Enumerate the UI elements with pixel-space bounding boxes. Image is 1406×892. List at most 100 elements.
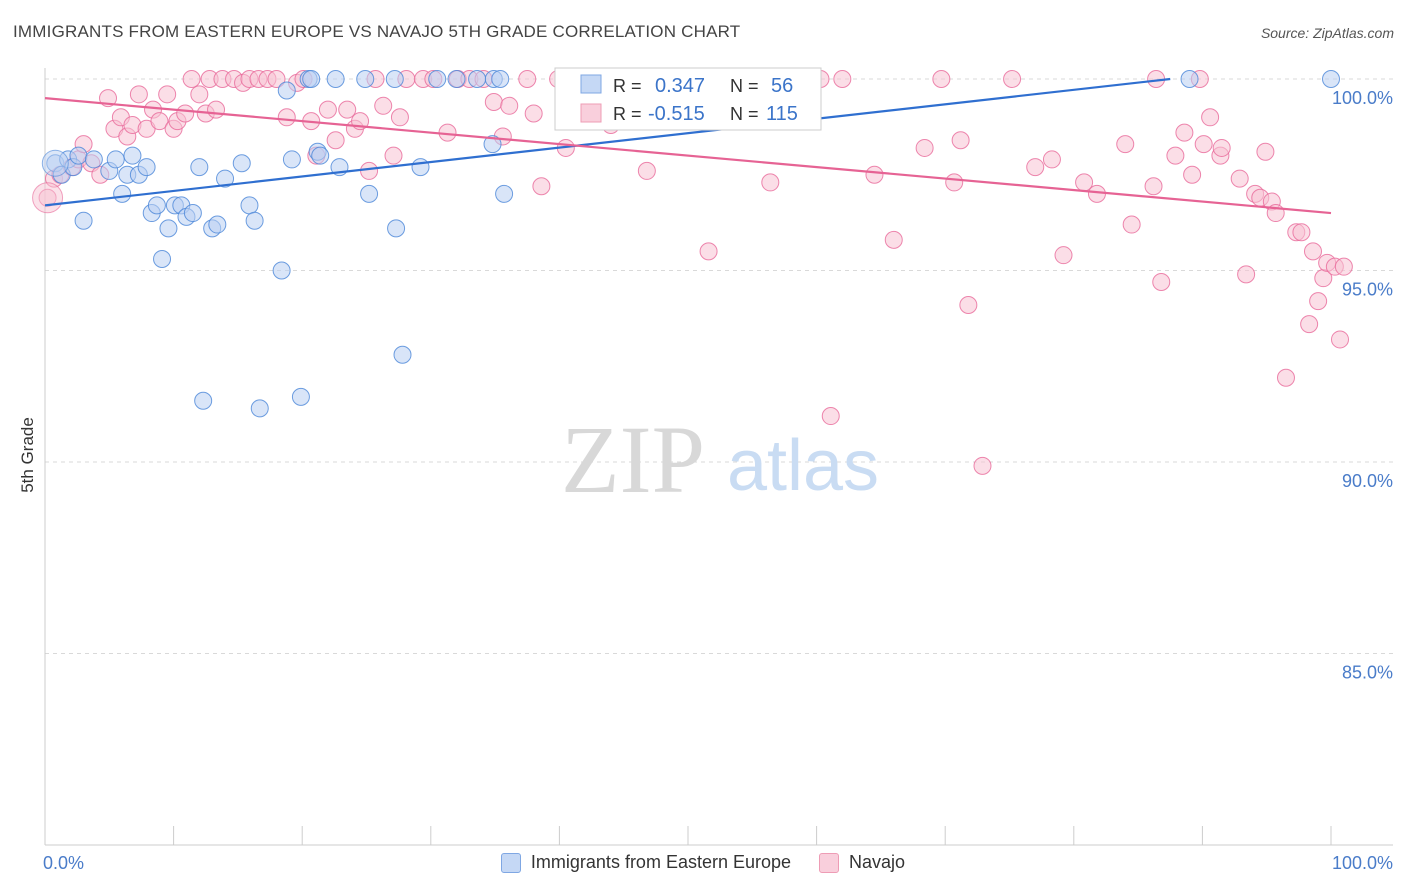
eastern-europe-point <box>1180 70 1199 88</box>
stats-n-value-2: 115 <box>766 103 798 125</box>
navajo-point <box>884 230 903 249</box>
navajo-point <box>524 104 543 123</box>
eastern-europe-point <box>240 196 259 215</box>
eastern-europe-point <box>137 158 156 177</box>
navajo-point <box>1194 135 1213 154</box>
navajo-point <box>176 104 195 123</box>
navajo-point <box>150 112 169 131</box>
navajo-point <box>1300 315 1319 334</box>
legend-swatch-pink <box>819 852 840 873</box>
stats-r-value-2: -0.515 <box>648 103 705 125</box>
legend-item-navajo[interactable]: Navajo <box>819 852 905 873</box>
eastern-europe-point <box>147 196 166 215</box>
navajo-point <box>699 242 718 261</box>
eastern-europe-point <box>282 150 301 169</box>
eastern-europe-point <box>483 135 502 154</box>
eastern-europe-trend-line <box>44 77 1171 207</box>
navajo-point <box>1292 223 1311 242</box>
navajo-point <box>1026 158 1045 177</box>
navajo-point <box>821 407 840 426</box>
navajo-point <box>973 456 992 475</box>
legend-swatch-blue <box>500 852 521 873</box>
watermark-atlas: atlas <box>727 426 879 506</box>
eastern-europe-point <box>159 219 178 238</box>
navajo-point <box>1309 292 1328 311</box>
navajo-point <box>1175 123 1194 142</box>
eastern-europe-point <box>302 70 321 88</box>
navajo-point <box>1334 257 1353 276</box>
eastern-europe-point <box>277 81 296 100</box>
eastern-europe-point <box>411 158 430 177</box>
navajo-point <box>318 100 337 119</box>
navajo-point <box>1122 215 1141 234</box>
navajo-point <box>129 85 148 104</box>
navajo-point <box>384 146 403 165</box>
navajo-point <box>1144 177 1163 196</box>
eastern-europe-point <box>232 154 251 173</box>
navajo-point <box>761 173 780 192</box>
stats-r-label-1: R = <box>613 76 642 96</box>
navajo-point <box>833 70 852 88</box>
eastern-europe-point <box>428 70 447 88</box>
navajo-point <box>932 70 951 88</box>
stats-pink-swatch <box>580 103 602 123</box>
eastern-europe-point <box>360 184 379 203</box>
navajo-point-cluster <box>32 182 64 214</box>
navajo-point <box>207 100 226 119</box>
navajo-point <box>1152 272 1171 291</box>
bottom-legend: Immigrants from Eastern Europe Navajo <box>0 852 1406 873</box>
navajo-point <box>1166 146 1185 165</box>
legend-label-navajo: Navajo <box>849 852 906 872</box>
eastern-europe-point <box>113 184 132 203</box>
navajo-point <box>1230 169 1249 188</box>
navajo-point <box>326 131 345 150</box>
navajo-point <box>951 131 970 150</box>
x-tick-label: 100.0% <box>1332 853 1393 873</box>
navajo-point <box>1212 138 1231 157</box>
navajo-point <box>1087 184 1106 203</box>
eastern-europe-point <box>495 184 514 203</box>
eastern-europe-point <box>291 387 310 406</box>
eastern-europe-point <box>393 345 412 364</box>
y-tick-label: 95.0% <box>1342 280 1393 300</box>
eastern-europe-point <box>106 150 125 169</box>
grid-layer: 100.0% 95.0% 90.0% 85.0% <box>45 78 1393 683</box>
eastern-europe-point <box>208 215 227 234</box>
legend-label-eastern-europe: Immigrants from Eastern Europe <box>530 852 792 872</box>
y-tick-label: 85.0% <box>1342 663 1393 683</box>
eastern-europe-point <box>74 211 93 230</box>
eastern-europe-point <box>190 158 209 177</box>
eastern-europe-point <box>272 261 291 280</box>
navajo-point <box>1054 246 1073 265</box>
eastern-europe-point <box>84 150 103 169</box>
navajo-point <box>182 70 201 88</box>
eastern-europe-point <box>311 146 330 165</box>
watermark: ZIP atlas <box>561 406 879 513</box>
eastern-europe-point <box>385 70 404 88</box>
axes-layer: 0.0% 100.0% <box>43 68 1393 873</box>
eastern-europe-point <box>491 70 510 88</box>
navajo-point <box>1042 150 1061 169</box>
navajo-point <box>959 295 978 314</box>
stats-r-label-2: R = <box>613 104 642 124</box>
stats-legend-box: R = 0.347 N = 56 R = -0.515 N = 115 <box>554 67 822 131</box>
eastern-europe-points <box>41 70 1340 418</box>
navajo-point <box>190 85 209 104</box>
eastern-europe-point <box>183 204 202 223</box>
eastern-europe-point <box>387 219 406 238</box>
navajo-point <box>915 138 934 157</box>
eastern-europe-point <box>194 391 213 410</box>
navajo-point <box>1183 165 1202 184</box>
navajo-point <box>374 96 393 115</box>
navajo-point <box>532 177 551 196</box>
eastern-europe-point <box>216 169 235 188</box>
legend-item-eastern-europe[interactable]: Immigrants from Eastern Europe <box>500 852 792 873</box>
stats-n-label-1: N = <box>730 76 759 96</box>
eastern-europe-point <box>447 70 466 88</box>
eastern-europe-point-cluster <box>41 149 69 177</box>
navajo-trend-line <box>44 97 1332 215</box>
y-axis-label: 5th Grade <box>18 417 37 493</box>
navajo-point <box>360 161 379 180</box>
stats-blue-swatch <box>580 74 602 94</box>
